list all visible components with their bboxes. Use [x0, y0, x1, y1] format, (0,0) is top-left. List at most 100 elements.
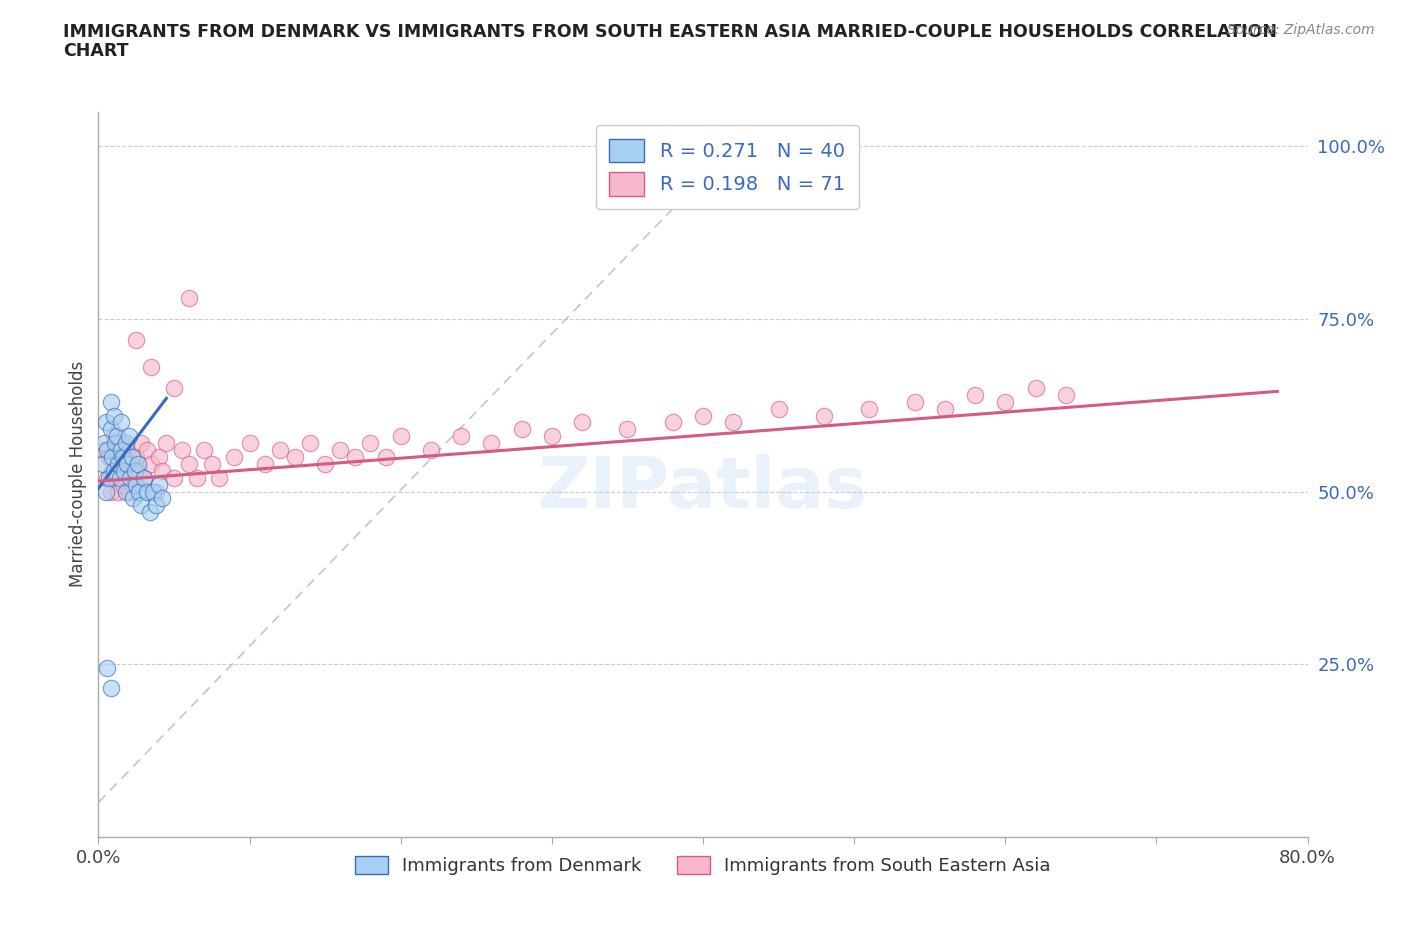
Point [450, 429, 472, 444]
Point [101, 449, 124, 464]
Point [93, 443, 115, 458]
Point [360, 436, 382, 451]
Point [163, 380, 186, 395]
Point [540, 429, 562, 444]
Point [108, 471, 131, 485]
Point [155, 436, 177, 451]
Point [284, 449, 307, 464]
Point [96, 471, 118, 485]
Point [125, 477, 148, 492]
Point [661, 415, 683, 430]
Point [692, 408, 714, 423]
Point [110, 443, 132, 458]
Point [299, 436, 322, 451]
Point [118, 429, 141, 444]
Point [145, 485, 167, 499]
Point [723, 415, 745, 430]
Point [115, 443, 138, 458]
Point [344, 449, 367, 464]
Point [179, 291, 201, 306]
Point [201, 457, 224, 472]
Point [965, 388, 987, 403]
Point [858, 401, 880, 416]
Point [239, 436, 262, 451]
Point [934, 401, 956, 416]
Point [128, 485, 150, 499]
Point [1054, 388, 1077, 403]
Point [101, 463, 124, 478]
Point [135, 485, 157, 499]
Text: CHART: CHART [63, 42, 129, 60]
Point [114, 471, 136, 485]
Point [141, 457, 163, 472]
Point [120, 457, 142, 472]
Text: ZIPatlas: ZIPatlas [538, 455, 868, 524]
Y-axis label: Married-couple Households: Married-couple Households [69, 361, 87, 588]
Point [142, 485, 165, 499]
Point [170, 443, 193, 458]
Point [163, 471, 186, 485]
Point [224, 449, 246, 464]
Point [127, 457, 149, 472]
Point [1024, 380, 1046, 395]
Point [100, 394, 122, 409]
Point [481, 436, 503, 451]
Point [121, 449, 143, 464]
Point [100, 681, 122, 696]
Point [122, 491, 145, 506]
Point [98, 449, 121, 464]
Point [148, 477, 170, 492]
Point [571, 415, 593, 430]
Point [114, 436, 136, 451]
Point [150, 491, 173, 506]
Point [208, 471, 231, 485]
Point [420, 443, 443, 458]
Point [118, 485, 141, 499]
Point [145, 498, 167, 512]
Point [314, 457, 336, 472]
Point [813, 408, 835, 423]
Text: Source: ZipAtlas.com: Source: ZipAtlas.com [1227, 23, 1375, 37]
Point [128, 463, 150, 478]
Point [129, 436, 152, 451]
Point [768, 401, 790, 416]
Point [510, 422, 533, 437]
Point [139, 505, 162, 520]
Point [107, 457, 129, 472]
Point [389, 429, 412, 444]
Point [125, 449, 148, 464]
Point [91, 457, 114, 472]
Point [111, 477, 134, 492]
Point [100, 485, 122, 499]
Point [132, 471, 155, 485]
Point [616, 422, 638, 437]
Point [94, 485, 117, 499]
Point [105, 443, 128, 458]
Point [107, 485, 129, 499]
Point [105, 429, 128, 444]
Text: IMMIGRANTS FROM DENMARK VS IMMIGRANTS FROM SOUTH EASTERN ASIA MARRIED-COUPLE HOU: IMMIGRANTS FROM DENMARK VS IMMIGRANTS FR… [63, 23, 1277, 41]
Point [269, 443, 291, 458]
Point [108, 457, 131, 472]
Point [122, 477, 145, 492]
Point [186, 471, 208, 485]
Point [110, 436, 132, 451]
Point [114, 485, 136, 499]
Point [994, 394, 1017, 409]
Point [132, 471, 155, 485]
Point [150, 463, 173, 478]
Point [110, 415, 132, 430]
Point [148, 449, 170, 464]
Point [100, 422, 122, 437]
Point [104, 436, 127, 451]
Point [193, 443, 215, 458]
Point [96, 660, 118, 675]
Point [103, 429, 125, 444]
Point [111, 449, 134, 464]
Point [141, 360, 163, 375]
Point [135, 443, 157, 458]
Point [103, 408, 125, 423]
Legend: Immigrants from Denmark, Immigrants from South Eastern Asia: Immigrants from Denmark, Immigrants from… [347, 848, 1059, 883]
Point [129, 498, 152, 512]
Point [121, 463, 143, 478]
